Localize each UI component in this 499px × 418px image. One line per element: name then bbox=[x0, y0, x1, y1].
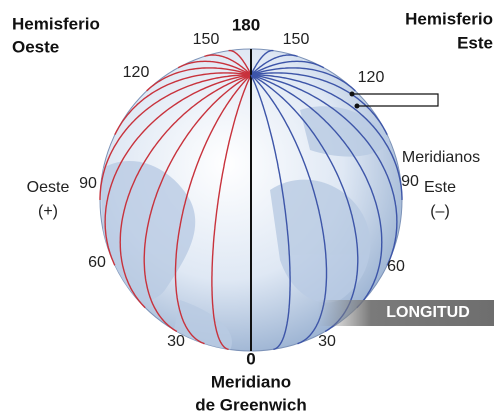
longitude-label: 150 bbox=[193, 31, 220, 48]
meridian bbox=[119, 74, 252, 309]
meridian bbox=[251, 74, 403, 200]
pointer-dot bbox=[349, 91, 355, 97]
bracket bbox=[352, 93, 439, 107]
meridian bbox=[250, 74, 398, 266]
east-hemisphere: Este bbox=[457, 33, 493, 52]
meridians bbox=[99, 49, 403, 351]
west-side: Oeste bbox=[27, 179, 70, 196]
meridian bbox=[177, 60, 252, 76]
west-side: (+) bbox=[38, 203, 58, 220]
meridian bbox=[211, 74, 252, 350]
longitude-label: 0 bbox=[246, 349, 255, 368]
continents bbox=[100, 106, 390, 350]
meridian bbox=[250, 74, 328, 345]
badge-text: LONGITUD bbox=[386, 304, 470, 321]
pointer-dot bbox=[354, 103, 360, 109]
longitude-label: 60 bbox=[387, 258, 405, 275]
meridian bbox=[250, 54, 298, 76]
east-side: Este bbox=[424, 179, 456, 196]
greenwich: de Greenwich bbox=[195, 395, 306, 414]
meridian bbox=[174, 74, 252, 345]
longitude-label: 90 bbox=[79, 175, 97, 192]
longitude-label: 60 bbox=[88, 254, 106, 271]
meridian bbox=[250, 74, 291, 350]
longitude-label: 30 bbox=[318, 333, 336, 350]
meridians-label: Meridianos bbox=[402, 149, 480, 166]
meridian bbox=[250, 67, 356, 92]
meridian bbox=[250, 74, 383, 309]
west-hemisphere: Hemisferio bbox=[12, 14, 100, 33]
meridian bbox=[250, 49, 274, 76]
meridian bbox=[143, 74, 252, 333]
meridian bbox=[104, 74, 252, 266]
east-hemisphere: Hemisferio bbox=[405, 9, 493, 28]
meridian bbox=[146, 67, 252, 92]
west-hemisphere: Oeste bbox=[12, 37, 59, 56]
badge bbox=[318, 300, 494, 326]
meridian bbox=[204, 54, 252, 76]
longitude-label: 120 bbox=[358, 69, 385, 86]
meridian bbox=[250, 60, 325, 76]
greenwich: Meridiano bbox=[211, 372, 291, 391]
meridian bbox=[99, 74, 251, 200]
meridian bbox=[250, 72, 388, 136]
longitude-label: 150 bbox=[283, 31, 310, 48]
longitude-label: 90 bbox=[401, 173, 419, 190]
meridian bbox=[114, 72, 252, 136]
meridian bbox=[228, 49, 252, 76]
longitude-label: 120 bbox=[123, 64, 150, 81]
east-side: (–) bbox=[430, 203, 450, 220]
longitude-label: 30 bbox=[167, 333, 185, 350]
longitude-label: 180 bbox=[232, 15, 260, 34]
